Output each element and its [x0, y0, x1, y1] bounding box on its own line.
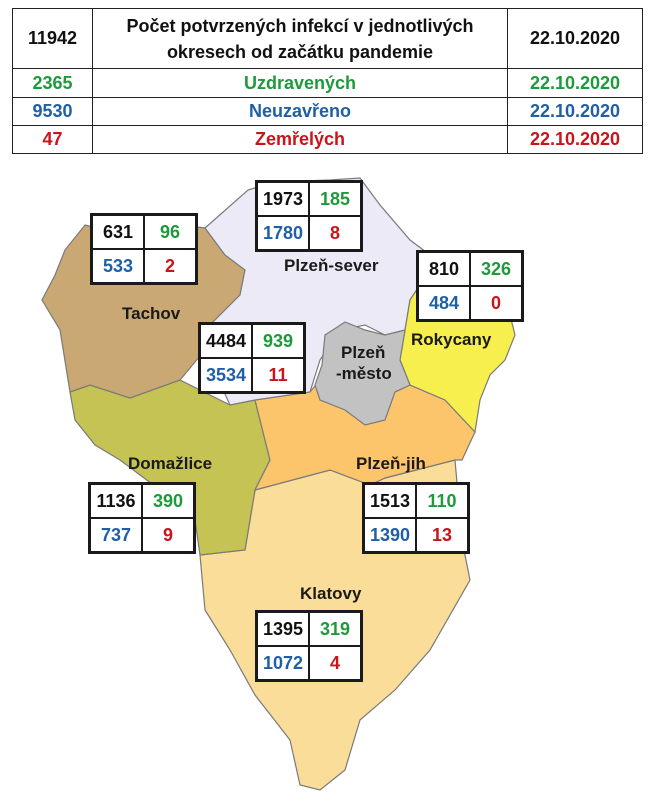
deaths-date: 22.10.2020	[507, 124, 643, 155]
plzen-sever-deaths: 8	[309, 216, 361, 250]
recovered-label: Uzdravených	[92, 68, 508, 98]
plzen-mesto-deaths: 11	[252, 358, 304, 392]
tachov-recovered: 96	[144, 215, 196, 249]
statbox-domazlice: 1136 390 737 9	[88, 482, 196, 554]
plzen-mesto-recovered: 939	[252, 324, 304, 358]
klatovy-deaths: 4	[309, 646, 361, 680]
statbox-plzen-sever: 1973 185 1780 8	[255, 180, 363, 252]
statbox-klatovy: 1395 319 1072 4	[255, 610, 363, 682]
plzen-jih-recovered: 110	[416, 484, 468, 518]
klatovy-open: 1072	[257, 646, 309, 680]
plzen-jih-total: 1513	[364, 484, 416, 518]
total-count: 11942	[12, 7, 93, 70]
domazlice-deaths: 9	[142, 518, 194, 552]
summary-title-line1: Počet potvrzených infekcí v jednotlivých	[126, 15, 474, 36]
summary-title: Počet potvrzených infekcí v jednotlivých…	[92, 7, 508, 70]
region-plzen-mesto	[314, 321, 411, 426]
open-label: Neuzavřeno	[92, 96, 508, 126]
label-plzen-mesto-line1: Plzeň	[341, 343, 386, 362]
label-plzen-jih: Plzeň-jih	[356, 454, 426, 473]
deaths-label: Zemřelých	[92, 124, 508, 155]
tachov-total: 631	[92, 215, 144, 249]
summary-row-open: 9530 Neuzavřeno 22.10.2020	[12, 96, 643, 126]
tachov-deaths: 2	[144, 249, 196, 283]
label-domazlice: Domažlice	[128, 454, 213, 473]
summary-table: 11942 Počet potvrzených infekcí v jednot…	[12, 7, 643, 155]
recovered-date: 22.10.2020	[507, 68, 643, 98]
summary-row-recovered: 2365 Uzdravených 22.10.2020	[12, 68, 643, 98]
open-count: 9530	[12, 96, 93, 126]
recovered-count: 2365	[12, 68, 93, 98]
summary-header-row: 11942 Počet potvrzených infekcí v jednot…	[12, 7, 643, 70]
domazlice-total: 1136	[90, 484, 142, 518]
summary-row-deaths: 47 Zemřelých 22.10.2020	[12, 124, 643, 155]
plzen-sever-recovered: 185	[309, 182, 361, 216]
label-tachov: Tachov	[122, 304, 181, 323]
summary-title-line2: okresech od začátku pandemie	[166, 41, 434, 62]
domazlice-recovered: 390	[142, 484, 194, 518]
plzen-mesto-total: 4484	[200, 324, 252, 358]
label-plzen-mesto-line2: -město	[336, 364, 392, 383]
label-klatovy: Klatovy	[300, 584, 362, 603]
statbox-plzen-mesto: 4484 939 3534 11	[198, 322, 306, 394]
klatovy-recovered: 319	[309, 612, 361, 646]
label-plzen-sever: Plzeň-sever	[284, 256, 379, 275]
tachov-open: 533	[92, 249, 144, 283]
label-rokycany: Rokycany	[411, 330, 492, 349]
rokycany-recovered: 326	[470, 252, 522, 286]
deaths-count: 47	[12, 124, 93, 155]
plzen-mesto-open: 3534	[200, 358, 252, 392]
plzen-sever-open: 1780	[257, 216, 309, 250]
statbox-rokycany: 810 326 484 0	[416, 250, 524, 322]
rokycany-open: 484	[418, 286, 470, 320]
summary-date: 22.10.2020	[507, 7, 643, 70]
statbox-tachov: 631 96 533 2	[90, 213, 198, 285]
klatovy-total: 1395	[257, 612, 309, 646]
domazlice-open: 737	[90, 518, 142, 552]
plzen-jih-deaths: 13	[416, 518, 468, 552]
rokycany-deaths: 0	[470, 286, 522, 320]
plzen-jih-open: 1390	[364, 518, 416, 552]
rokycany-total: 810	[418, 252, 470, 286]
statbox-plzen-jih: 1513 110 1390 13	[362, 482, 470, 554]
plzen-sever-total: 1973	[257, 182, 309, 216]
open-date: 22.10.2020	[507, 96, 643, 126]
